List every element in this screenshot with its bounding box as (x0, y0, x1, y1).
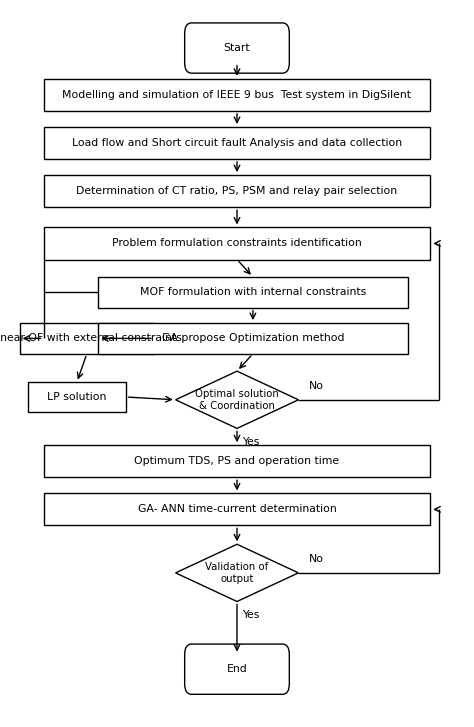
Text: Problem formulation constraints identification: Problem formulation constraints identifi… (112, 238, 362, 249)
FancyBboxPatch shape (185, 23, 289, 73)
Text: No: No (309, 554, 324, 564)
FancyBboxPatch shape (44, 445, 430, 477)
Text: Load flow and Short circuit fault Analysis and data collection: Load flow and Short circuit fault Analys… (72, 138, 402, 148)
FancyBboxPatch shape (20, 323, 154, 354)
Text: Start: Start (224, 43, 250, 53)
FancyBboxPatch shape (44, 228, 430, 260)
Polygon shape (175, 371, 299, 428)
Text: Linear OF with external constraints: Linear OF with external constraints (0, 334, 182, 343)
Text: LP solution: LP solution (47, 392, 107, 402)
Text: Optimum TDS, PS and operation time: Optimum TDS, PS and operation time (135, 457, 339, 466)
Text: MOF formulation with internal constraints: MOF formulation with internal constraint… (140, 287, 366, 297)
Text: No: No (309, 381, 324, 391)
FancyBboxPatch shape (28, 382, 126, 411)
Text: Determination of CT ratio, PS, PSM and relay pair selection: Determination of CT ratio, PS, PSM and r… (76, 186, 398, 196)
FancyBboxPatch shape (185, 644, 289, 694)
FancyBboxPatch shape (44, 79, 430, 111)
Polygon shape (175, 545, 299, 601)
Text: Validation of
output: Validation of output (205, 562, 269, 584)
Text: End: End (227, 664, 247, 674)
Text: Yes: Yes (242, 611, 259, 620)
Text: GA propose Optimization method: GA propose Optimization method (162, 334, 344, 343)
FancyBboxPatch shape (98, 277, 408, 308)
FancyBboxPatch shape (98, 323, 408, 354)
Text: Optimal solution
& Coordination: Optimal solution & Coordination (195, 389, 279, 411)
Text: Modelling and simulation of IEEE 9 bus  Test system in DigSilent: Modelling and simulation of IEEE 9 bus T… (63, 90, 411, 100)
FancyBboxPatch shape (44, 175, 430, 207)
FancyBboxPatch shape (44, 127, 430, 159)
Text: Yes: Yes (242, 438, 259, 447)
Text: GA- ANN time-current determination: GA- ANN time-current determination (137, 505, 337, 515)
FancyBboxPatch shape (44, 494, 430, 526)
